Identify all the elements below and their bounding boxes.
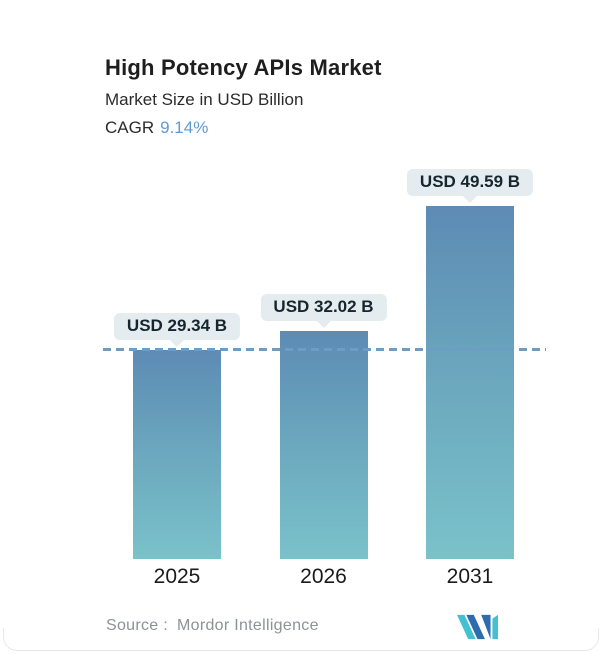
x-axis-label-2025: 2025 xyxy=(153,565,201,588)
x-axis-label-2026: 2026 xyxy=(300,565,347,588)
cagr-line: CAGR 9.14% xyxy=(105,118,208,138)
cagr-value: 9.14% xyxy=(160,118,209,137)
bar-2031 xyxy=(426,206,514,559)
reference-dashed-line xyxy=(103,348,546,351)
value-callout-2031: USD 49.59 B xyxy=(406,169,534,196)
chart-subtitle: Market Size in USD Billion xyxy=(105,90,304,109)
source-credit: Source : Mordor Intelligence xyxy=(106,617,319,635)
cagr-label: CAGR xyxy=(105,118,155,137)
bar-2026 xyxy=(279,331,368,559)
bar-2025 xyxy=(133,350,221,559)
source-label: Source : xyxy=(106,617,168,634)
value-callout-2026: USD 32.02 B xyxy=(260,294,387,321)
value-callout-2025: USD 29.34 B xyxy=(113,313,241,340)
page-title: High Potency APIs Market xyxy=(105,55,382,80)
mordor-intelligence-logo xyxy=(457,614,498,640)
source-value: Mordor Intelligence xyxy=(177,617,319,634)
x-axis-label-2031: 2031 xyxy=(446,565,494,588)
